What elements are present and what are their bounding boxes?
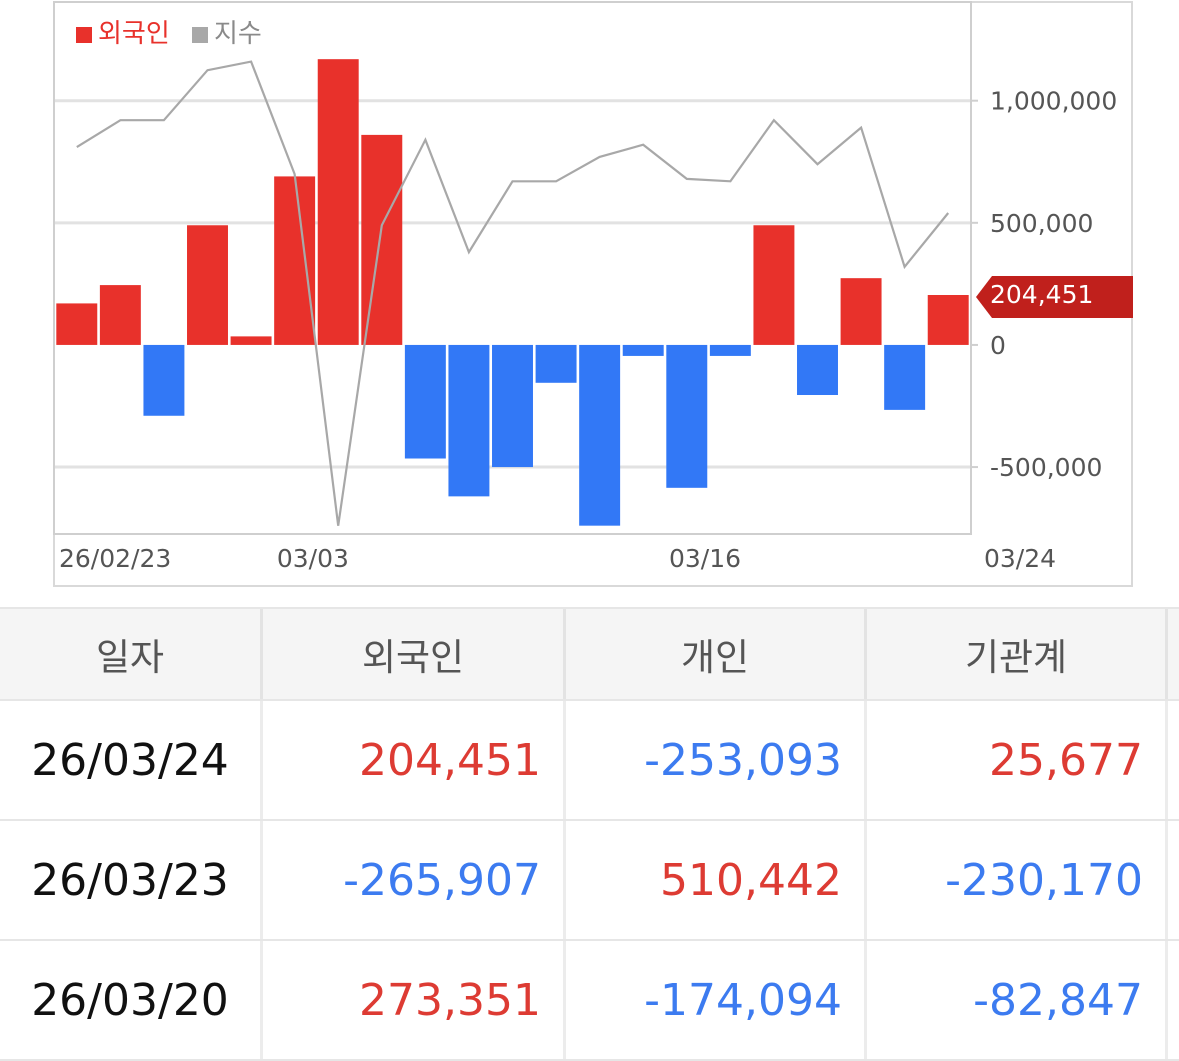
table-row[interactable]: 26/03/24 204,451 -253,093 25,677 <box>0 701 1179 821</box>
x-tick-label: 26/02/23 <box>59 544 171 573</box>
header-individual[interactable]: 개인 <box>566 609 867 699</box>
foreign-bar <box>361 134 403 345</box>
legend: 외국인 지수 <box>76 19 262 49</box>
date-cell: 26/03/20 <box>0 941 263 1059</box>
institution-cell: -82,847 <box>867 941 1168 1059</box>
foreign-bar <box>797 344 838 396</box>
x-tick-label: 03/03 <box>277 544 349 573</box>
header-date[interactable]: 일자 <box>0 609 263 699</box>
date-cell: 26/03/24 <box>0 701 263 819</box>
foreign-cell: 273,351 <box>263 941 566 1059</box>
foreign-bar <box>927 295 969 345</box>
y-tick-label: 500,000 <box>990 209 1093 238</box>
table-header-row: 일자 외국인 개인 기관계 <box>0 607 1179 701</box>
foreign-bar <box>187 225 228 345</box>
foreign-bar <box>709 344 751 356</box>
foreign-bar <box>274 176 316 345</box>
foreign-cell: -265,907 <box>263 821 566 939</box>
overflow-cell <box>1168 941 1179 1059</box>
last-value-badge-shape <box>976 276 1133 318</box>
institution-cell: -230,170 <box>867 821 1168 939</box>
investor-table: 일자 외국인 개인 기관계 26/03/24 204,451 -253,093 … <box>0 607 1179 1061</box>
foreign-cell: 204,451 <box>263 701 566 819</box>
index-line <box>76 60 950 526</box>
legend-swatch-index <box>192 27 208 43</box>
bar-series <box>56 59 969 526</box>
table-row[interactable]: 26/03/23 -265,907 510,442 -230,170 <box>0 821 1179 941</box>
foreign-bar <box>230 336 272 345</box>
y-tick-label: -500,000 <box>990 453 1102 482</box>
foreign-bar <box>535 344 577 383</box>
last-value-badge: 204,451 <box>976 276 1133 318</box>
plot-area-frame <box>53 1 972 535</box>
last-value-label: 204,451 <box>990 280 1093 309</box>
foreign-bar <box>753 225 795 345</box>
overflow-cell <box>1168 701 1179 819</box>
header-foreign[interactable]: 외국인 <box>263 609 566 699</box>
individual-cell: 510,442 <box>566 821 867 939</box>
index-line-series <box>76 60 950 526</box>
institution-cell: 25,677 <box>867 701 1168 819</box>
foreign-bar <box>448 344 490 497</box>
chart-canvas: 1,000,000 500,000 0 -500,000 26/02/23 03/03 0… <box>53 1 1133 587</box>
x-tick-label: 03/16 <box>669 544 741 573</box>
foreign-bar <box>579 344 621 526</box>
individual-cell: -253,093 <box>566 701 867 819</box>
x-tick-label: 03/24 <box>984 544 1056 573</box>
foreign-investor-chart: 1,000,000 500,000 0 -500,000 26/02/23 03/03 0… <box>53 1 1133 587</box>
header-overflow-column <box>1168 609 1179 699</box>
overflow-cell <box>1168 821 1179 939</box>
x-axis-tick-labels: 26/02/23 03/03 03/16 03/24 <box>59 544 1056 573</box>
foreign-bar <box>884 344 926 410</box>
foreign-bar <box>317 59 359 345</box>
y-tick-label: 0 <box>990 331 1006 360</box>
legend-swatch-foreign <box>76 27 92 43</box>
foreign-bar <box>666 344 708 488</box>
foreign-bar <box>56 303 98 345</box>
table-row[interactable]: 26/03/20 273,351 -174,094 -82,847 <box>0 941 1179 1061</box>
foreign-bar <box>404 344 446 459</box>
legend-label-index: 지수 <box>214 19 262 49</box>
y-axis-tick-labels: 1,000,000 500,000 0 -500,000 <box>990 87 1117 482</box>
header-institution[interactable]: 기관계 <box>867 609 1168 699</box>
individual-cell: -174,094 <box>566 941 867 1059</box>
legend-label-foreign: 외국인 <box>98 19 170 49</box>
date-cell: 26/03/23 <box>0 821 263 939</box>
foreign-bar <box>143 344 185 416</box>
foreign-bar <box>840 278 882 345</box>
y-tick-label: 1,000,000 <box>990 87 1117 116</box>
foreign-bar <box>492 344 533 468</box>
foreign-bar <box>622 344 664 356</box>
foreign-bar <box>99 285 141 345</box>
